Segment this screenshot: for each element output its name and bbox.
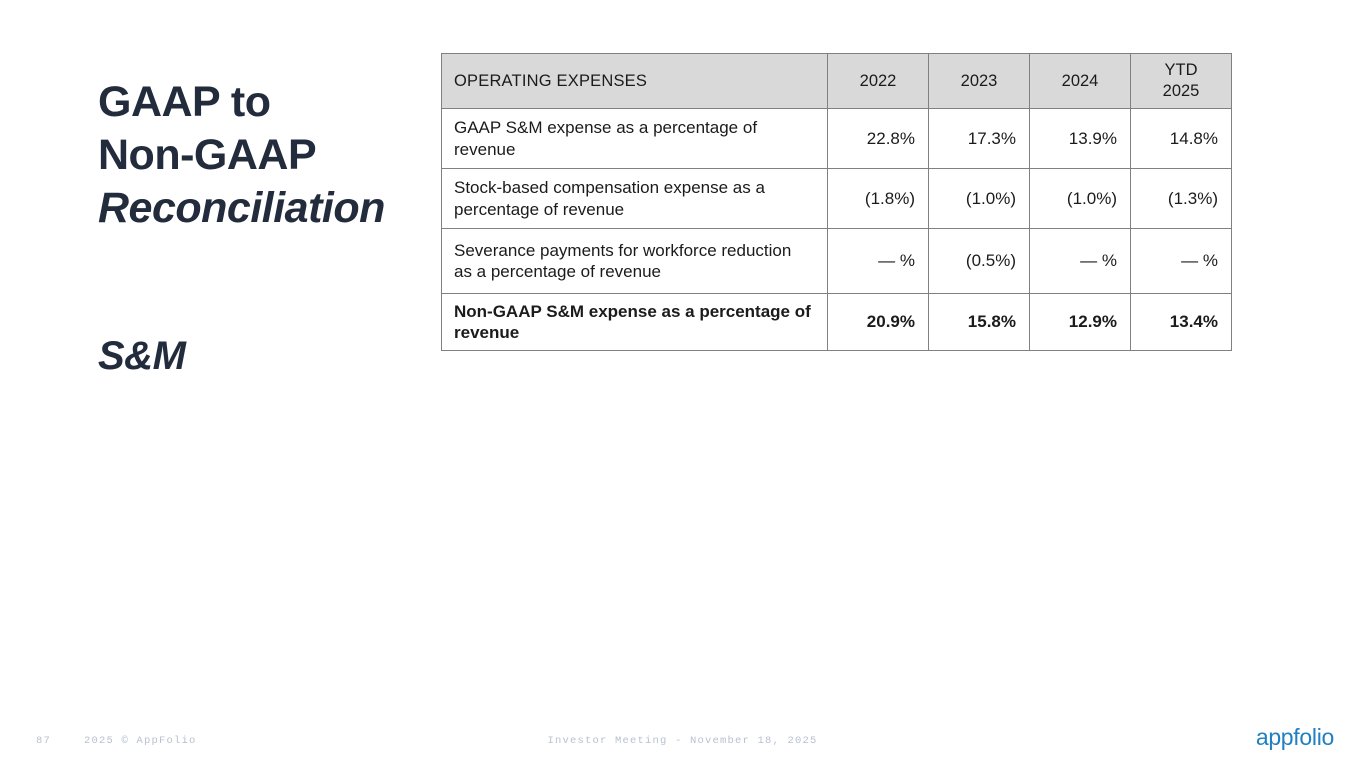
title-line-2: Non-GAAP [98, 131, 317, 179]
cell-value: 13.4% [1130, 293, 1232, 351]
header-operating-expenses: OPERATING EXPENSES [441, 53, 828, 109]
cell-value: 13.9% [1029, 108, 1131, 169]
cell-value: — % [1130, 228, 1232, 294]
cell-value: 22.8% [827, 108, 929, 169]
row-label: GAAP S&M expense as a percentage of reve… [441, 108, 828, 169]
meeting-caption: Investor Meeting - November 18, 2025 [547, 735, 818, 747]
page-number: 87 [36, 735, 52, 747]
cell-value: 15.8% [928, 293, 1030, 351]
cell-value: 17.3% [928, 108, 1030, 169]
title-line-1: GAAP to [98, 78, 271, 126]
title-line-3: Reconciliation [98, 184, 385, 232]
operating-expenses-table: OPERATING EXPENSES 2022 2023 2024 YTD 20… [441, 53, 1232, 351]
slide-subtitle: S&M [98, 334, 186, 378]
cell-value: (1.3%) [1130, 168, 1232, 229]
row-label: Non-GAAP S&M expense as a percentage of … [441, 293, 828, 351]
cell-value: 12.9% [1029, 293, 1131, 351]
copyright-text: 2025 © AppFolio [84, 735, 197, 747]
table-row-stock-comp: Stock-based compensation expense as a pe… [441, 168, 1232, 229]
cell-value: (1.0%) [1029, 168, 1131, 229]
cell-value: (1.0%) [928, 168, 1030, 229]
table-row-severance: Severance payments for workforce reducti… [441, 228, 1232, 294]
header-2022: 2022 [827, 53, 929, 109]
cell-value: 20.9% [827, 293, 929, 351]
slide-title: GAAP to Non-GAAP Reconciliation [98, 76, 385, 235]
appfolio-logo: appfolio [1255, 724, 1334, 750]
header-2023: 2023 [928, 53, 1030, 109]
table-header-row: OPERATING EXPENSES 2022 2023 2024 YTD 20… [441, 53, 1232, 109]
row-label: Severance payments for workforce reducti… [441, 228, 828, 294]
table-row-gaap-sm: GAAP S&M expense as a percentage of reve… [441, 108, 1232, 169]
cell-value: — % [1029, 228, 1131, 294]
cell-value: (0.5%) [928, 228, 1030, 294]
row-label: Stock-based compensation expense as a pe… [441, 168, 828, 229]
table-row-non-gaap-sm-total: Non-GAAP S&M expense as a percentage of … [441, 293, 1232, 351]
header-ytd-2025: YTD 2025 [1130, 53, 1232, 109]
header-2024: 2024 [1029, 53, 1131, 109]
cell-value: 14.8% [1130, 108, 1232, 169]
cell-value: (1.8%) [827, 168, 929, 229]
cell-value: — % [827, 228, 929, 294]
